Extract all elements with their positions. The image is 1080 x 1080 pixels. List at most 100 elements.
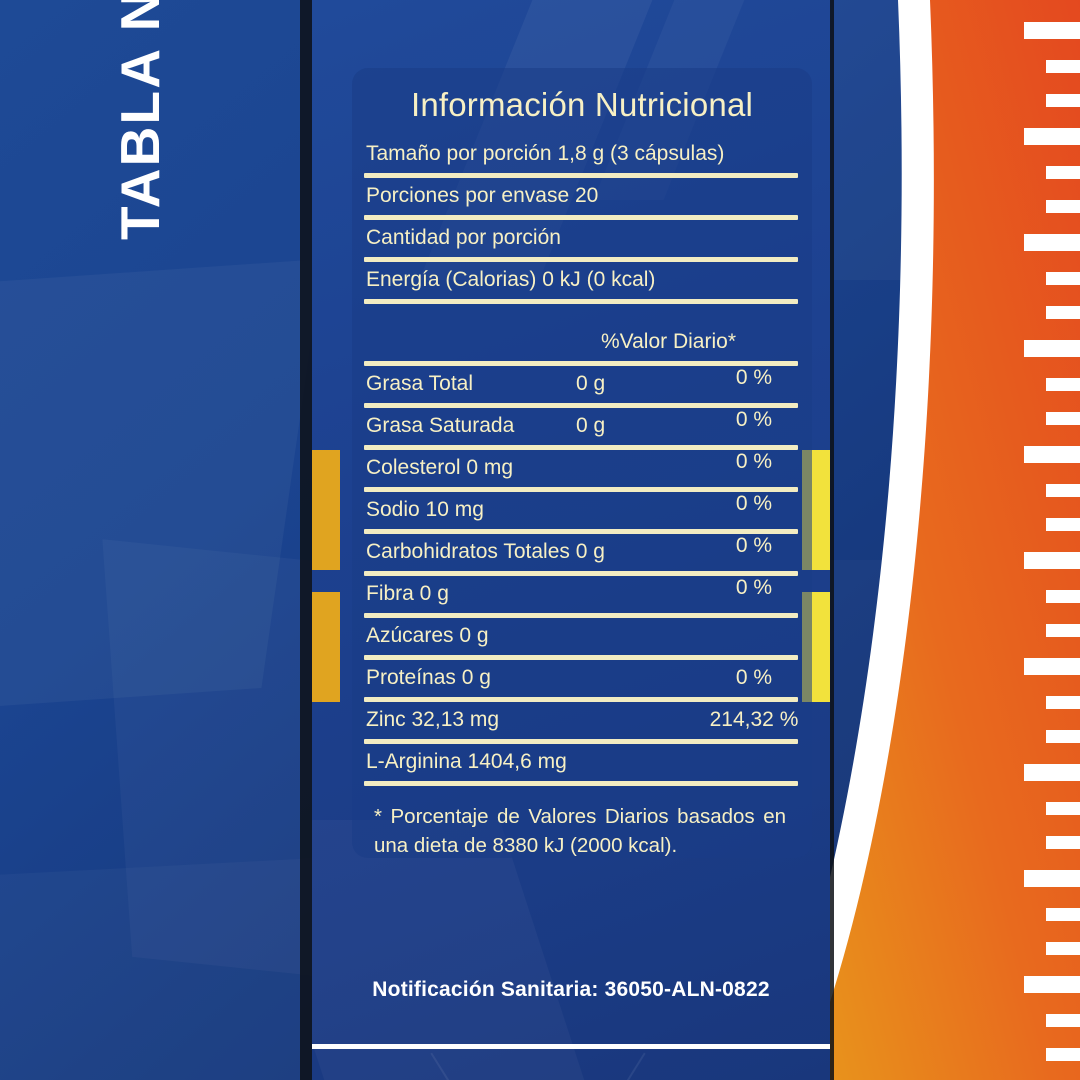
nutrient-name: Zinc 32,13 mg bbox=[366, 708, 500, 731]
energy-text: Energía (Calorias) 0 kJ (0 kcal) bbox=[366, 268, 656, 291]
nutrient-amount: 0 g bbox=[576, 414, 606, 437]
daily-value-footnote: * Porcentaje de Valores Diarios basados … bbox=[374, 805, 786, 858]
accent-strip-left-lower bbox=[312, 592, 340, 702]
divider bbox=[364, 655, 798, 660]
panel-bottom-rule bbox=[312, 1044, 830, 1049]
ruler-tick-minor bbox=[1046, 836, 1080, 849]
serving-size-row: Tamaño por porción 1,8 g (3 cápsulas) bbox=[364, 136, 798, 173]
servings-per-container-text: Porciones por envase 20 bbox=[366, 184, 599, 207]
nutrient-row: Fibra 0 g 0 % bbox=[364, 576, 798, 613]
nutrient-daily-value: 0 % bbox=[735, 576, 773, 599]
ruler-tick-minor bbox=[1046, 412, 1080, 425]
nutrient-name: Azúcares 0 g bbox=[366, 624, 489, 647]
ruler-tick-minor bbox=[1046, 166, 1080, 179]
divider bbox=[364, 445, 798, 450]
hex-pattern-line-a bbox=[580, 1052, 646, 1080]
divider bbox=[364, 403, 798, 408]
divider bbox=[364, 299, 798, 304]
divider bbox=[364, 173, 798, 178]
nutrient-row: Sodio 10 mg 0 % bbox=[364, 492, 798, 529]
background-shape-a bbox=[0, 259, 323, 711]
divider bbox=[364, 613, 798, 618]
divider bbox=[364, 697, 798, 702]
nutrition-title: Información Nutricional bbox=[410, 86, 754, 123]
nutrient-name: Fibra 0 g bbox=[366, 582, 449, 605]
amount-per-serving-row: Cantidad por porción bbox=[364, 220, 798, 257]
nutrient-row: Proteínas 0 g 0 % bbox=[364, 660, 798, 697]
ruler-tick-minor bbox=[1046, 94, 1080, 107]
ruler-tick-major bbox=[1024, 552, 1080, 569]
nutrient-name: Proteínas 0 g bbox=[366, 666, 491, 689]
ruler-tick-minor bbox=[1046, 908, 1080, 921]
divider bbox=[364, 781, 798, 786]
ruler-tick-minor bbox=[1046, 1014, 1080, 1027]
nutrient-daily-value: 0 % bbox=[735, 534, 773, 557]
orange-band-shape bbox=[780, 0, 1080, 1080]
ruler-tick-minor bbox=[1046, 590, 1080, 603]
nutrient-daily-value: 0 % bbox=[735, 366, 773, 389]
nutrient-daily-value: 0 % bbox=[735, 666, 773, 689]
divider bbox=[364, 361, 798, 366]
ruler-tick-major bbox=[1024, 446, 1080, 463]
ruler-tick-minor bbox=[1046, 518, 1080, 531]
nutrient-name: Grasa Total bbox=[366, 372, 473, 395]
ruler-tick-major bbox=[1024, 340, 1080, 357]
ruler-tick-major bbox=[1024, 658, 1080, 675]
ruler-tick-major bbox=[1024, 870, 1080, 887]
amount-per-serving-text: Cantidad por porción bbox=[366, 226, 561, 249]
ruler-tick-minor bbox=[1046, 200, 1080, 213]
nutrient-row: Zinc 32,13 mg 214,32 % bbox=[364, 702, 798, 739]
servings-per-container-row: Porciones por envase 20 bbox=[364, 178, 798, 215]
nutrient-name: L-Arginina 1404,6 mg bbox=[366, 750, 567, 773]
ruler-tick-minor bbox=[1046, 1048, 1080, 1061]
divider bbox=[364, 257, 798, 262]
nutrient-row: Carbohidratos Totales 0 g 0 % bbox=[364, 534, 798, 571]
ruler-tick-minor bbox=[1046, 802, 1080, 815]
nutrient-row: Grasa Saturada 0 g 0 % bbox=[364, 408, 798, 445]
nutrient-name: Colesterol 0 mg bbox=[366, 456, 514, 479]
ruler-tick-minor bbox=[1046, 306, 1080, 319]
ruler-tick-minor bbox=[1046, 378, 1080, 391]
divider bbox=[364, 487, 798, 492]
ruler-tick-minor bbox=[1046, 696, 1080, 709]
nutrient-row: Azúcares 0 g bbox=[364, 618, 798, 655]
ruler-tick-major bbox=[1024, 976, 1080, 993]
nutrition-facts-card: Información Nutricional Tamaño por porci… bbox=[352, 68, 812, 858]
nutrient-row: Colesterol 0 mg 0 % bbox=[364, 450, 798, 487]
ruler-ticks bbox=[1002, 0, 1080, 1080]
ruler-tick-minor bbox=[1046, 942, 1080, 955]
nutrient-daily-value: 0 % bbox=[735, 450, 773, 473]
ruler-tick-major bbox=[1024, 234, 1080, 251]
ruler-tick-minor bbox=[1046, 624, 1080, 637]
divider bbox=[364, 571, 798, 576]
nutrient-daily-value: 214,32 % bbox=[709, 708, 799, 731]
ruler-tick-major bbox=[1024, 128, 1080, 145]
orange-decorative-band bbox=[780, 0, 1080, 1080]
nutrient-row: Grasa Total 0 g 0 % bbox=[364, 366, 798, 403]
hex-pattern-line-b bbox=[430, 1052, 496, 1080]
divider bbox=[364, 215, 798, 220]
nutrient-daily-value: 0 % bbox=[735, 492, 773, 515]
energy-row: Energía (Calorias) 0 kJ (0 kcal) bbox=[364, 262, 798, 299]
divider bbox=[364, 739, 798, 744]
ruler-tick-minor bbox=[1046, 272, 1080, 285]
divider bbox=[364, 529, 798, 534]
product-panel: Información Nutricional Tamaño por porci… bbox=[312, 0, 830, 1080]
accent-strip-left-upper bbox=[312, 450, 340, 570]
daily-value-header: %Valor Diario* bbox=[601, 330, 736, 353]
ruler-tick-major bbox=[1024, 764, 1080, 781]
side-title: TABLA NUTRICIONAL bbox=[104, 0, 176, 240]
nutrient-row: L-Arginina 1404,6 mg bbox=[364, 744, 798, 781]
nutrient-daily-value: 0 % bbox=[735, 408, 773, 431]
ruler-tick-minor bbox=[1046, 60, 1080, 73]
ruler-tick-minor bbox=[1046, 730, 1080, 743]
nutrient-name: Sodio 10 mg bbox=[366, 498, 484, 521]
nutrient-name: Carbohidratos Totales 0 g bbox=[366, 540, 605, 563]
nutrient-amount: 0 g bbox=[576, 372, 606, 395]
ruler-tick-major bbox=[1024, 22, 1080, 39]
nutrient-name: Grasa Saturada bbox=[366, 414, 515, 437]
ruler-tick-minor bbox=[1046, 484, 1080, 497]
nutrition-rows: Tamaño por porción 1,8 g (3 cápsulas) Po… bbox=[352, 136, 812, 786]
